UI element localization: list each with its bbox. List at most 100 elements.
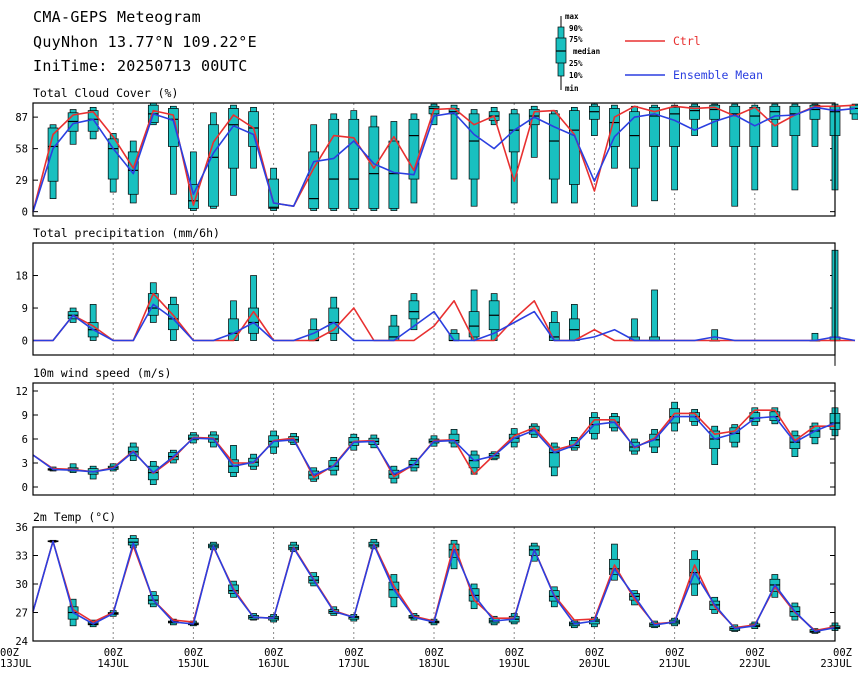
x-tick-date: 16JUL (258, 658, 290, 670)
key-label: median (573, 47, 600, 56)
box-precip (87, 304, 99, 341)
panel-cloud: Total Cloud Cover (%) 0 29 58 87 (15, 86, 858, 219)
x-tick-date: 17JUL (338, 658, 370, 670)
box-p25-p75 (629, 111, 640, 169)
box-p10-p90 (751, 104, 759, 191)
box-cloud (629, 105, 640, 207)
mean-line-temp (32, 540, 836, 633)
box-precip (328, 296, 340, 341)
y-tick-label: 3 (22, 458, 28, 470)
box-p25-p75 (228, 108, 239, 169)
x-tick-hour: 00Z (745, 647, 764, 659)
box-p10-p90 (530, 105, 538, 158)
box-p10-p90 (430, 103, 438, 126)
mean-line-wind (32, 415, 836, 476)
x-tick-date: 14JUL (97, 658, 129, 670)
box-p25-p75 (328, 307, 340, 334)
box-p25-p75 (168, 108, 179, 147)
x-tick-hour: 00Z (104, 647, 123, 659)
box-p10-p90 (811, 103, 819, 147)
panel-frame-precip (32, 242, 836, 356)
box-p25-p75 (609, 108, 620, 147)
box-p25-p75 (548, 113, 560, 180)
box-p25-p75 (168, 304, 179, 331)
box-p25-p75 (248, 307, 259, 334)
y-tick-label: 6 (22, 434, 28, 446)
x-tick-hour: 00Z (0, 647, 19, 659)
box-p25-p75 (548, 446, 560, 468)
box-p25-p75 (789, 105, 801, 136)
box-p10-p90 (711, 103, 719, 147)
x-tick-date: 15JUL (178, 658, 210, 670)
box-precip (388, 314, 400, 341)
ctrl-line-cloud (32, 104, 856, 212)
box-cloud (809, 103, 821, 147)
box-p10-p90 (591, 103, 598, 136)
box-p25-p75 (408, 300, 420, 320)
box-p25-p75 (689, 558, 701, 585)
x-tick-hour: 00Z (505, 647, 524, 659)
panel-frame-wind (32, 382, 836, 496)
x-tick-hour: 00Z (184, 647, 203, 659)
box-p10-p90 (731, 103, 739, 207)
y-tick-label: 24 (15, 636, 28, 648)
x-tick-hour: 00Z (344, 647, 363, 659)
box-p25-p75 (328, 118, 340, 209)
y-tick-label: 27 (15, 608, 28, 620)
box-cloud (568, 106, 580, 204)
mean-legend-label: Ensemble Mean (673, 68, 763, 82)
box-p10-p90 (651, 289, 658, 341)
box-p10-p90 (170, 105, 177, 195)
box-p25-p75 (669, 106, 680, 147)
box-precip (709, 329, 721, 342)
y-tick-label: 87 (15, 112, 28, 124)
panel-title-cloud: Total Cloud Cover (%) (33, 86, 178, 100)
init-time-line: IniTime: 20250713 00UTC (33, 57, 248, 75)
box-cloud (749, 104, 761, 191)
box-p10-p90 (510, 109, 518, 204)
box-cloud (729, 103, 741, 207)
box-p25-p75 (589, 105, 600, 120)
x-tick-date: 23JUL (820, 658, 852, 670)
panel-precip: Total precipitation (mm/6h) 0 9 18 (15, 226, 856, 366)
x-tick-date: 13JUL (0, 658, 32, 670)
x-tick-hour: 00Z (425, 647, 444, 659)
box-p25-p75 (87, 110, 99, 132)
box-cloud (669, 104, 680, 191)
box-p25-p75 (548, 322, 560, 341)
box-p25-p75 (508, 113, 520, 153)
box-p25-p75 (268, 178, 279, 209)
x-tick-date: 22JUL (739, 658, 771, 670)
box-p25-p75 (388, 140, 400, 209)
box-p25-p75 (448, 433, 460, 444)
box-precip (308, 318, 320, 342)
y-tick-label: 58 (15, 144, 28, 156)
meteogram-panels: Total Cloud Cover (%) 0 29 58 87 Total precip… (15, 86, 858, 648)
box-precip (568, 304, 580, 341)
box-cloud (468, 109, 480, 207)
box-cloud (508, 109, 520, 204)
mean-line-cloud (32, 106, 856, 212)
box-wind (589, 412, 600, 440)
key-label: 75% (569, 35, 583, 44)
box-p25-p75 (348, 118, 360, 209)
box-p10-p90 (691, 103, 699, 136)
chart-title: CMA-GEPS Meteogram (33, 8, 201, 26)
y-tick-label: 9 (22, 410, 28, 422)
box-p25-p75 (208, 124, 219, 207)
box-cloud (649, 104, 660, 202)
panel-title-wind: 10m wind speed (m/s) (33, 366, 171, 380)
box-cloud (589, 103, 600, 136)
y-tick-label: 0 (22, 482, 28, 494)
y-tick-label: 36 (15, 522, 28, 534)
x-tick-date: 21JUL (659, 658, 691, 670)
box-p25-p75 (809, 104, 821, 120)
panel-frame-cloud (32, 102, 836, 217)
box-cloud (228, 104, 239, 196)
box-p10-p90 (450, 104, 458, 180)
panel-title-temp: 2m Temp (°C) (33, 510, 116, 524)
boxplot-key: max 90% 75% median 25% 10% min (555, 12, 600, 93)
y-tick-label: 12 (15, 386, 28, 398)
box-cloud (849, 103, 858, 120)
panel-wind: 10m wind speed (m/s) 0 3 6 9 12 (15, 366, 841, 496)
